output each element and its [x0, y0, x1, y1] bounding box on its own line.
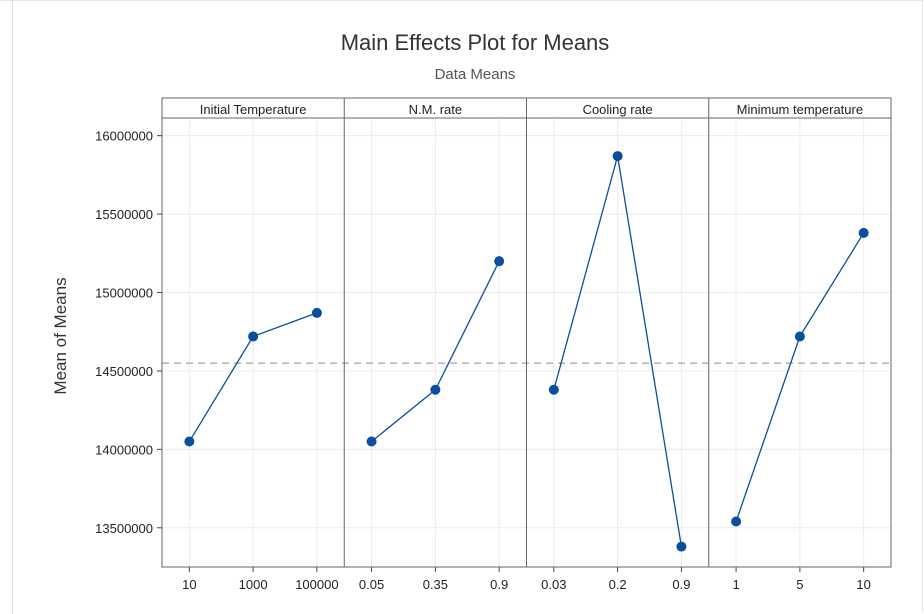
- data-point: [794, 331, 805, 342]
- x-tick-label: 100000: [295, 577, 338, 592]
- x-tick-label: 0.9: [672, 577, 690, 592]
- y-tick-label: 15500000: [95, 207, 153, 222]
- data-point: [548, 384, 559, 395]
- y-tick-label: 14500000: [95, 364, 153, 379]
- data-point: [731, 516, 742, 527]
- plot-area: Initial Temperature 10 1000 100000 N.M. rate…: [95, 97, 892, 592]
- plot-border: [161, 97, 892, 568]
- data-point: [612, 151, 623, 162]
- y-tick-label: 16000000: [95, 129, 153, 144]
- y-tick-label: 15000000: [95, 286, 153, 301]
- panel-label: Initial Temperature: [200, 102, 307, 117]
- data-point: [366, 436, 377, 447]
- panel-label: Minimum temperature: [737, 102, 863, 117]
- y-tick-label: 13500000: [95, 521, 153, 536]
- x-tick-label: 0.05: [359, 577, 384, 592]
- data-point: [430, 384, 441, 395]
- data-point: [311, 307, 322, 318]
- data-point: [858, 227, 869, 238]
- data-point: [676, 541, 687, 552]
- y-tick-label: 14000000: [95, 442, 153, 457]
- data-point: [248, 331, 259, 342]
- window-left-border: [12, 0, 13, 614]
- x-tick-label: 10: [182, 577, 196, 592]
- panel-label: Cooling rate: [583, 102, 653, 117]
- chart-title: Main Effects Plot for Means: [341, 30, 610, 55]
- x-tick-label: 0.9: [490, 577, 508, 592]
- chart-subtitle: Data Means: [435, 66, 516, 83]
- panel-label: N.M. rate: [409, 102, 462, 117]
- y-axis-label: Mean of Means: [51, 277, 70, 394]
- x-tick-label: 1000: [239, 577, 268, 592]
- data-point: [184, 436, 195, 447]
- data-point: [494, 256, 505, 267]
- x-tick-label: 10: [856, 577, 870, 592]
- x-tick-label: 1: [732, 577, 739, 592]
- x-tick-label: 0.2: [609, 577, 627, 592]
- x-tick-label: 0.03: [541, 577, 566, 592]
- x-tick-label: 0.35: [423, 577, 448, 592]
- x-tick-label: 5: [796, 577, 803, 592]
